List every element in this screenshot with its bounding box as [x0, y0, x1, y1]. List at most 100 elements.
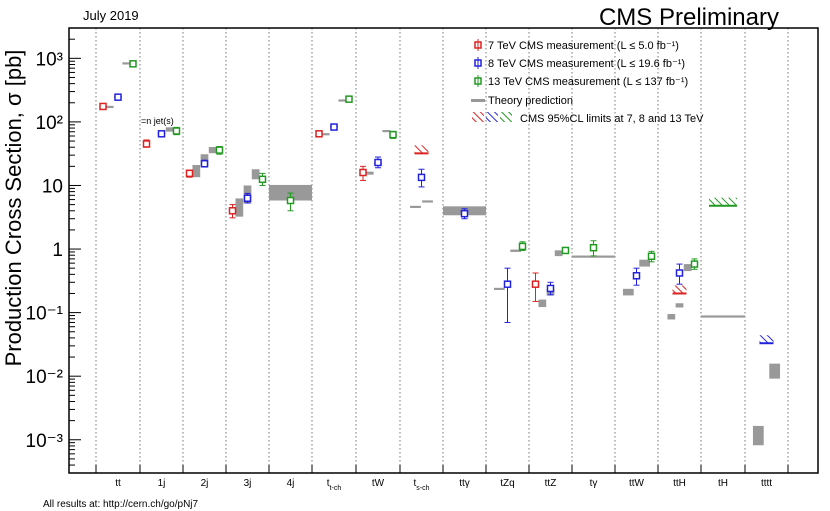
measurement-point — [389, 130, 397, 139]
limit-hatch — [759, 335, 774, 344]
y-tick-label: 10⁻¹ — [26, 304, 64, 325]
theory-band — [752, 425, 764, 446]
x-tick-label: tt — [115, 478, 121, 489]
y-tick-label: 1 — [52, 240, 63, 261]
theory-band — [192, 164, 201, 178]
measurement-point — [561, 246, 570, 255]
x-tick-label-main: tttt — [761, 478, 772, 489]
measurement-point — [172, 127, 181, 135]
x-tick-label-main: 4j — [287, 478, 295, 489]
measurement-point — [503, 280, 512, 288]
category-dividers — [95, 28, 789, 473]
measurement-point — [518, 242, 527, 251]
measurement-point — [546, 284, 555, 293]
x-tick-label-main: ttγ — [459, 478, 470, 489]
y-tick-label: 10 — [42, 176, 63, 197]
measurement-points — [99, 60, 699, 323]
footer-link-text: All results at: http://cern.ch/go/pNj7 — [43, 499, 199, 510]
theory-band — [572, 255, 615, 258]
x-tick-label: ttγ — [459, 478, 470, 489]
x-tick-label-main: tH — [718, 478, 728, 489]
limit-hatch — [709, 197, 737, 206]
plot-frame — [68, 27, 819, 474]
jets-annotation: =n jet(s) — [141, 116, 174, 126]
measurement-point — [374, 158, 382, 167]
theory-band — [105, 105, 114, 109]
legend-entry-theory: Theory prediction — [471, 95, 573, 107]
measurement-point — [315, 130, 323, 138]
x-tick-label: tH — [718, 478, 728, 489]
theory-band — [422, 200, 433, 203]
x-tick-label-main: t — [327, 478, 330, 489]
x-tick-label: 4j — [287, 478, 295, 489]
x-tick-label: ts-ch — [413, 478, 429, 492]
x-tick-label-main: tZq — [500, 478, 514, 489]
theory-band — [554, 250, 563, 257]
measurement-point — [185, 169, 194, 178]
legend-entry-7tev: 7 TeV CMS measurement (L ≤ 5.0 fb⁻¹) — [474, 39, 679, 52]
measurement-point — [531, 280, 540, 288]
theory-band — [338, 99, 347, 102]
theory-band — [208, 147, 217, 154]
measurement-point — [200, 159, 209, 168]
x-tick-label-main: tγ — [590, 478, 598, 489]
legend-entry-limits: CMS 95%CL limits at 7, 8 and 13 TeV — [472, 112, 704, 125]
theory-band — [321, 133, 330, 136]
x-tick-label: tW — [372, 478, 385, 489]
measurement-point — [417, 173, 426, 182]
theory-band — [382, 129, 391, 133]
x-tick-label: tt-ch — [327, 478, 342, 492]
legend-label-7tev: 7 TeV CMS measurement (L ≤ 5.0 fb⁻¹) — [488, 40, 679, 52]
legend-label-8tev: 8 TeV CMS measurement (L ≤ 19.6 fb⁻¹) — [488, 58, 685, 70]
measurement-point — [647, 252, 656, 261]
x-tick-label-sub: t-ch — [330, 485, 342, 492]
limit-hatch — [672, 285, 687, 294]
legend-label-13tev: 13 TeV CMS measurement (L ≤ 137 fb⁻¹) — [488, 76, 688, 88]
measurement-point — [675, 269, 684, 277]
measurement-point — [215, 146, 224, 154]
theory-band — [675, 303, 684, 308]
legend-label-limits: CMS 95%CL limits at 7, 8 and 13 TeV — [520, 113, 704, 125]
y-tick-label: 10⁻³ — [26, 431, 64, 452]
measurement-point — [258, 175, 267, 184]
theory-band — [667, 314, 676, 320]
x-tick-label: ttH — [673, 478, 686, 489]
theory-band — [251, 169, 260, 180]
y-tick-label: 10⁻² — [26, 367, 64, 388]
measurement-point — [228, 207, 237, 215]
legend-label-theory: Theory prediction — [488, 95, 573, 107]
theory-band — [639, 259, 651, 267]
y-axis-label: Production Cross Section, σ [pb] — [1, 50, 26, 367]
theory-band — [622, 288, 634, 296]
limit-hatch — [414, 145, 429, 154]
measurement-point — [129, 60, 137, 68]
x-tick-label-main: tW — [372, 478, 385, 489]
theory-band — [683, 264, 692, 272]
chart-title: CMS Preliminary — [599, 4, 779, 31]
x-tick-label-main: ttH — [673, 478, 686, 489]
measurement-point — [589, 243, 598, 252]
date-label: July 2019 — [83, 8, 139, 23]
measurement-point — [330, 123, 338, 131]
x-tick-label-main: 2j — [201, 478, 209, 489]
x-tick-label-main: tt — [115, 478, 121, 489]
theory-band — [493, 287, 505, 291]
theory-band — [510, 249, 522, 252]
measurement-point — [157, 130, 166, 138]
theory-band — [701, 315, 745, 318]
x-tick-label: ttZ — [545, 478, 557, 489]
measurement-point — [632, 272, 641, 280]
x-tick-label: 3j — [244, 478, 252, 489]
y-tick-label: 10² — [36, 113, 63, 134]
x-tick-label-sub: s-ch — [416, 485, 429, 492]
x-tick-label: 2j — [201, 478, 209, 489]
measurement-point — [460, 209, 469, 218]
x-tick-label: ttW — [629, 478, 645, 489]
x-tick-label: tZq — [500, 478, 514, 489]
measurement-point — [345, 95, 353, 103]
measurement-point — [359, 168, 367, 177]
theory-band — [769, 363, 781, 379]
limit-markers — [414, 145, 774, 345]
